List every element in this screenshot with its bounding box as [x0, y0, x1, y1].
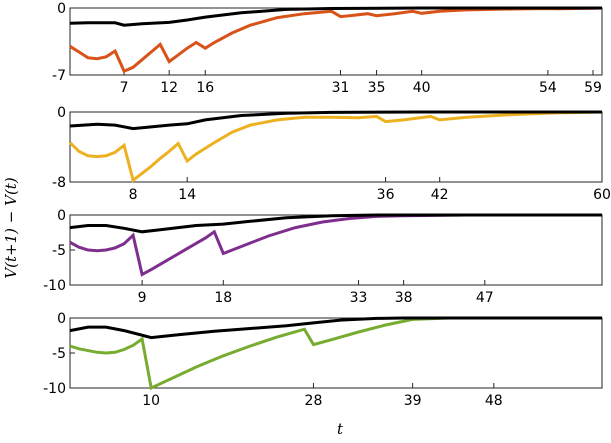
x-tick-label: 33	[350, 290, 368, 306]
y-tick-label: 0	[57, 105, 66, 121]
panel-1: 0 -7 7 12 16 31 35 40 54 59	[52, 1, 603, 96]
panel-3-frame	[69, 214, 603, 286]
x-tick-label: 7	[120, 80, 129, 96]
x-tick-label: 16	[196, 80, 214, 96]
series-line-black	[69, 316, 602, 340]
x-tick-label: 35	[368, 80, 386, 96]
panel-3: 0 -5 -10 9 18 33 38 47	[43, 208, 603, 306]
x-tick-label: 47	[476, 290, 494, 306]
x-tick-label: 48	[485, 393, 503, 409]
series-line-colored	[68, 110, 603, 183]
series-line-black	[69, 213, 602, 234]
x-tick-label: 14	[178, 187, 196, 203]
panel-2-frame	[69, 111, 603, 183]
x-tick-label: 54	[539, 80, 557, 96]
panels-container: 0 -7 7 12 16 31 35 40 54 59 0 -8 8 14 36 42 60 0 -5 -10 9 18 3…	[43, 1, 611, 409]
x-tick-label: 9	[138, 290, 147, 306]
x-tick-label: 10	[142, 393, 160, 409]
y-tick-label: -8	[52, 175, 66, 191]
y-tick-label: -7	[52, 68, 66, 84]
series-line-colored	[69, 6, 603, 74]
x-tick-label: 42	[431, 187, 449, 203]
x-tick-label: 28	[305, 393, 323, 409]
y-tick-label: 0	[57, 311, 66, 327]
y-tick-label: -5	[52, 243, 66, 259]
x-tick-label: 31	[332, 80, 350, 96]
x-axis-label: t	[337, 420, 344, 438]
panel-4: 0 -5 -10 10 28 39 48	[43, 311, 603, 409]
y-tick-label: 0	[57, 208, 66, 224]
series-line-black	[69, 110, 602, 131]
series-line-black	[69, 6, 602, 27]
y-tick-label: -10	[43, 278, 66, 294]
x-tick-label: 60	[593, 187, 611, 203]
x-tick-label: 39	[404, 393, 422, 409]
x-tick-label: 8	[129, 187, 138, 203]
x-tick-label: 38	[395, 290, 413, 306]
y-tick-label: -10	[43, 381, 66, 397]
x-tick-label: 40	[413, 80, 431, 96]
x-tick-label: 18	[214, 290, 232, 306]
series-line-colored	[69, 213, 602, 277]
y-axis-label: V(t+1) − V(t)	[2, 177, 20, 278]
x-tick-label: 59	[584, 80, 602, 96]
panel-1-frame	[69, 7, 603, 76]
x-tick-label: 36	[377, 187, 395, 203]
y-tick-label: -5	[52, 346, 66, 362]
panel-2: 0 -8 8 14 36 42 60	[52, 105, 611, 203]
series-line-colored	[69, 316, 602, 391]
x-tick-label: 12	[160, 80, 178, 96]
y-tick-label: 0	[57, 1, 66, 17]
